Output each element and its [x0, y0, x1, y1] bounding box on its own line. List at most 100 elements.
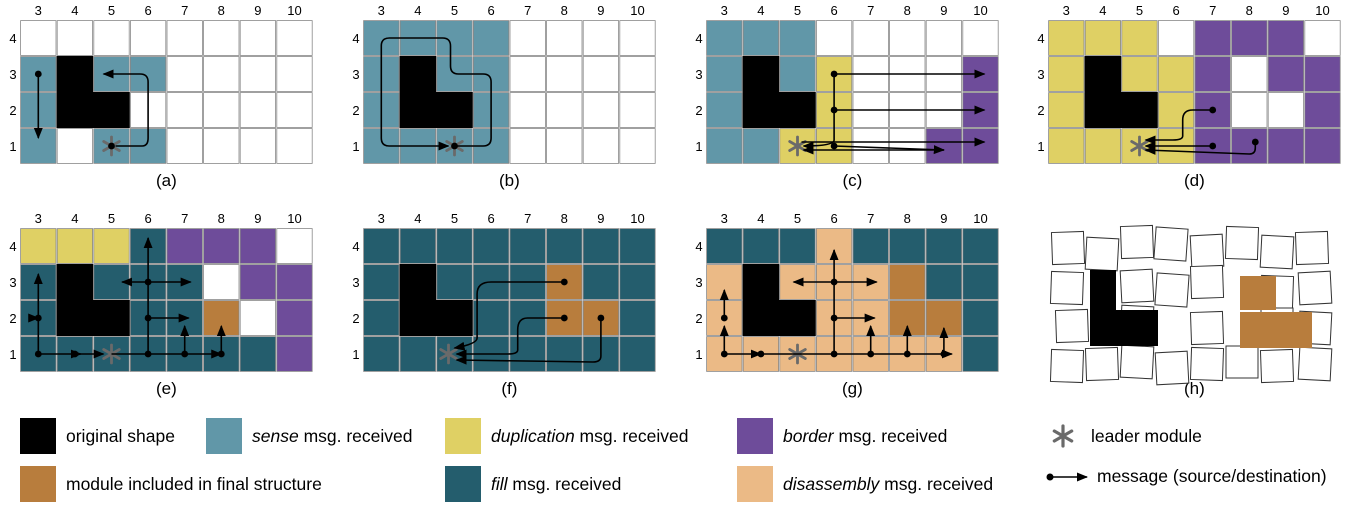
grid-cell: [472, 300, 510, 336]
grid-cell: [1231, 92, 1268, 128]
loose-module: [1119, 268, 1155, 304]
grid-cell: [1267, 92, 1304, 128]
grid-cell: [276, 92, 313, 128]
col-label: 8: [218, 211, 225, 226]
panel: (a) 3 4 5 6 7 8 9 10 4 3 2 1: [9, 3, 313, 190]
panel: (g) 3 4 5 6 7 8 9 10 4 3 2 1: [695, 211, 999, 398]
grid-cell: [706, 56, 743, 92]
loose-module: [1154, 350, 1190, 386]
message-arrow: [1144, 106, 1217, 145]
grid-cell: [582, 228, 620, 264]
col-label: 4: [71, 211, 78, 226]
col-label: 4: [1099, 3, 1106, 18]
panel-caption: (d): [1184, 171, 1205, 190]
row-label: 3: [1037, 67, 1044, 82]
message-arrow: [719, 324, 729, 358]
panel-caption: (e): [156, 379, 177, 398]
grid-cell: [1158, 20, 1195, 56]
loose-module: [1119, 224, 1155, 260]
col-label: 5: [794, 211, 801, 226]
grid-cell: [962, 336, 999, 372]
row-label: 2: [695, 103, 702, 118]
grid-cell: [1158, 56, 1195, 92]
loose-module: [1189, 233, 1225, 269]
loose-module: [1084, 346, 1120, 382]
grid-cell: [509, 228, 546, 264]
message-arrow: [1144, 138, 1259, 155]
grid-cell: [619, 128, 656, 164]
grid-cell: [129, 20, 167, 56]
col-label: 6: [487, 211, 494, 226]
row-label: 4: [695, 239, 702, 254]
grid-cell: [239, 336, 276, 372]
message-arrow: [102, 69, 149, 150]
row-label: 1: [9, 139, 16, 154]
col-label: 5: [451, 3, 458, 18]
panel: (c) 3 4 5 6 7 8 9 10 4 3 2 1: [695, 3, 999, 190]
grid-cell: [619, 20, 656, 56]
row-label: 3: [352, 275, 359, 290]
grid-cell: [742, 228, 780, 264]
grid-cell: [363, 228, 400, 264]
col-label: 3: [378, 3, 385, 18]
grid-cell: [203, 56, 240, 92]
original-shape: [1084, 56, 1158, 128]
grid-cell: [276, 128, 313, 164]
grid-cell: [925, 20, 963, 56]
grid-cell: [962, 300, 999, 336]
col-label: 3: [35, 3, 42, 18]
grid-cell: [472, 20, 510, 56]
grid-cell: [56, 128, 94, 164]
grid-cell: [706, 92, 743, 128]
message-arrow: [830, 313, 876, 323]
col-label: 10: [973, 211, 987, 226]
col-label: 6: [830, 3, 837, 18]
grid-cell: [1048, 92, 1085, 128]
grid-cell: [546, 336, 583, 372]
grid-cell: [889, 20, 926, 56]
message-arrow: [34, 314, 42, 322]
message-arrow: [33, 70, 43, 140]
col-label: 5: [1136, 3, 1143, 18]
row-label: 1: [352, 139, 359, 154]
grid-cell: [203, 92, 240, 128]
loose-module: [1297, 346, 1333, 382]
col-label: 6: [487, 3, 494, 18]
row-label: 2: [1037, 103, 1044, 118]
grid-cell: [582, 20, 620, 56]
grid-cell: [546, 92, 583, 128]
col-label: 4: [414, 3, 421, 18]
panel: (h): [1049, 224, 1333, 398]
row-label: 1: [9, 347, 16, 362]
grid-cell: [1048, 56, 1085, 92]
original-shape: [742, 56, 816, 128]
grid-cell: [472, 228, 510, 264]
row-label: 2: [9, 311, 16, 326]
grid-cell: [1267, 20, 1304, 56]
grid-cell: [706, 264, 743, 300]
grid-cell: [203, 128, 240, 164]
panel: (b) 3 4 5 6 7 8 9 10 4 3 2 1: [352, 3, 656, 190]
grid-cell: [619, 56, 656, 92]
grid-cell: [706, 128, 743, 164]
col-label: 9: [597, 3, 604, 18]
loose-module: [1050, 230, 1086, 266]
grid-cell: [1194, 20, 1231, 56]
col-label: 9: [254, 3, 261, 18]
grid-cell: [239, 264, 276, 300]
grid-cell: [56, 20, 94, 56]
grid-cell: [889, 264, 926, 300]
row-label: 3: [9, 67, 16, 82]
grid-cell: [925, 128, 963, 164]
col-label: 7: [524, 3, 531, 18]
grid-cell: [276, 56, 313, 92]
row-label: 4: [352, 239, 359, 254]
row-label: 1: [1037, 139, 1044, 154]
panel-caption: (b): [499, 171, 520, 190]
col-label: 4: [757, 211, 764, 226]
row-label: 4: [9, 31, 16, 46]
grid-cell: [546, 20, 583, 56]
grid-cell: [1304, 128, 1341, 164]
grid-cell: [1048, 20, 1085, 56]
grid-cell: [1231, 20, 1268, 56]
